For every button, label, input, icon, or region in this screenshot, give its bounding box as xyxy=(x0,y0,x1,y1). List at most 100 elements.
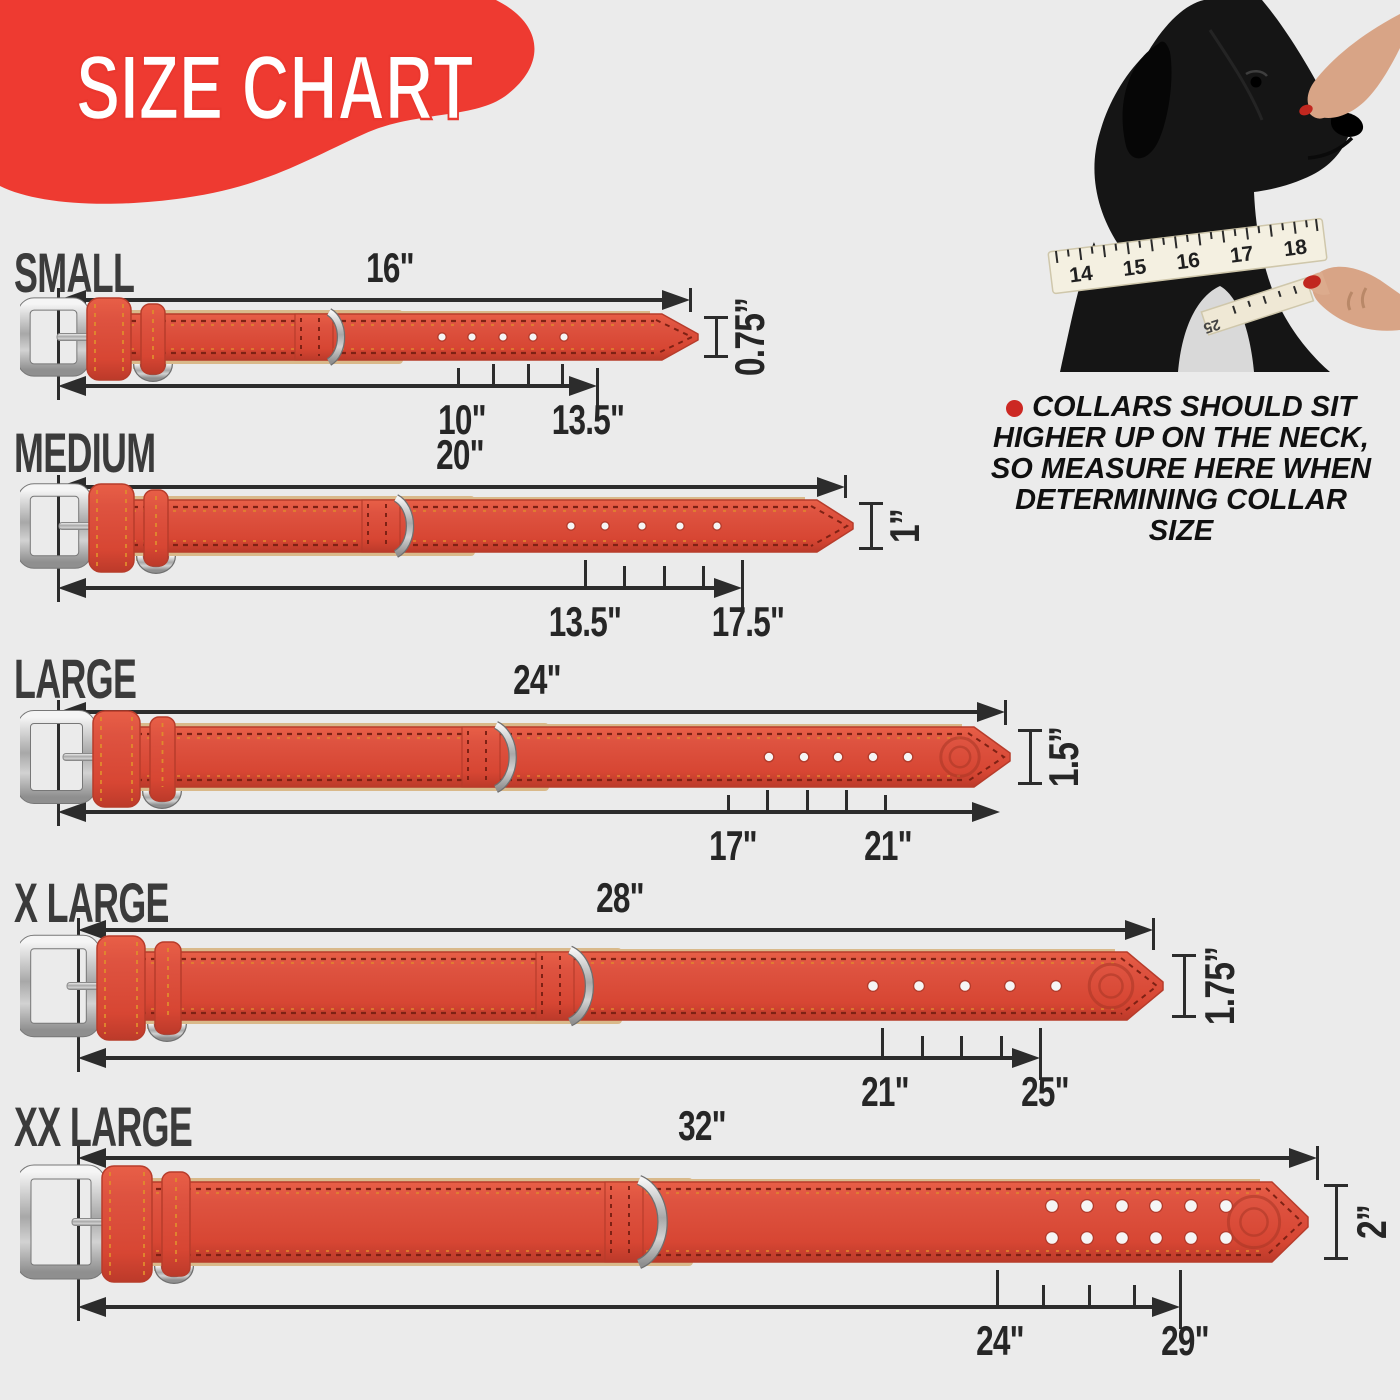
strap-width-label-small: 0.75” xyxy=(726,297,773,377)
adjust-max-label-x-large: 25" xyxy=(1021,1068,1069,1115)
dog-eye xyxy=(1250,76,1262,88)
tape-number: 17 xyxy=(1229,242,1255,268)
total-length-label-xx-large: 32" xyxy=(678,1102,726,1149)
adjust-max-label-large: 21" xyxy=(864,822,912,869)
note-line: SIZE xyxy=(1148,515,1214,548)
note-line: DETERMINING COLLAR xyxy=(1015,484,1347,517)
adjust-max-tick-xx-large xyxy=(1179,1270,1182,1329)
minor-tick xyxy=(845,790,848,810)
adjustment-holes xyxy=(866,979,1063,993)
tape-number: 14 xyxy=(1068,262,1094,288)
measurement-note: COLLARS SHOULD SIT HIGHER UP ON THE NECK… xyxy=(966,391,1396,548)
tape-number: 16 xyxy=(1175,249,1201,275)
adjust-min-tick-medium xyxy=(584,560,587,586)
collar-svg-small xyxy=(17,297,699,382)
strap-width-label-xx-large: 2” xyxy=(1348,1205,1395,1239)
strap-width-label-x-large: 1.75” xyxy=(1196,946,1243,1026)
center-d-ring xyxy=(604,1175,668,1269)
dim-extent-line-right-large xyxy=(1004,700,1007,725)
arrowhead-right-icon xyxy=(1289,1148,1317,1168)
buckle-wrap xyxy=(92,710,141,808)
minor-tick xyxy=(527,364,530,384)
minor-tick xyxy=(623,566,626,586)
adjust-max-tick-large xyxy=(884,795,887,810)
width-measure-cap xyxy=(1324,1257,1348,1260)
collar-svg-xx-large xyxy=(16,1164,1309,1284)
arrowhead-right-icon xyxy=(1125,920,1153,940)
total-length-label-large: 24" xyxy=(513,656,561,703)
tape-tail: 25 xyxy=(1200,277,1315,337)
size-label-medium: MEDIUM xyxy=(14,421,156,484)
width-measure-line-medium xyxy=(870,504,873,548)
width-measure-cap xyxy=(859,502,883,505)
collar-svg-large xyxy=(17,710,1011,809)
arrowhead-right-icon xyxy=(972,802,1000,822)
adjust-min-tick-large xyxy=(727,795,730,810)
arrowhead-left-icon xyxy=(58,376,86,396)
total-length-arrow-large xyxy=(82,710,981,714)
embossed-logo xyxy=(1226,1194,1282,1250)
minor-tick xyxy=(663,566,666,586)
arrowhead-right-icon xyxy=(1152,1297,1180,1317)
dim-extent-line-right-x-large xyxy=(1152,918,1155,950)
collar-illustration-large xyxy=(17,709,1020,820)
total-length-label-small: 16" xyxy=(366,244,414,291)
adjust-max-label-medium: 17.5" xyxy=(711,598,785,645)
arrowhead-right-icon xyxy=(1012,1048,1040,1068)
minor-tick xyxy=(960,1036,963,1056)
adjust-min-label-xx-large: 24" xyxy=(976,1317,1024,1364)
dim-extent-line-left-x-large xyxy=(77,918,80,1072)
width-measure-line-small xyxy=(715,318,718,356)
buckle xyxy=(16,934,120,1038)
adjust-range-arrow-xx-large xyxy=(102,1305,1156,1309)
arrowhead-left-icon xyxy=(78,1048,106,1068)
collar-illustration-xx-large xyxy=(16,1164,1318,1295)
collar-svg-medium xyxy=(17,483,854,574)
width-measure-cap xyxy=(1172,954,1196,957)
strap-width-label-large: 1.5” xyxy=(1040,726,1087,788)
adjust-range-arrow-x-large xyxy=(102,1056,1016,1060)
minor-tick xyxy=(1088,1285,1091,1305)
upper-arm xyxy=(1307,14,1400,119)
size-label-large: LARGE xyxy=(14,647,137,710)
width-measure-cap xyxy=(1018,782,1042,785)
width-measure-cap xyxy=(1324,1184,1348,1187)
size-label-small: SMALL xyxy=(14,241,135,304)
width-measure-cap xyxy=(704,355,728,358)
measuring-tape: 14 15 16 17 18 xyxy=(1047,217,1328,295)
keeper-loop xyxy=(161,1171,191,1277)
arrowhead-right-icon xyxy=(662,290,690,310)
arrowhead-right-icon xyxy=(569,376,597,396)
adjust-min-label-medium: 13.5" xyxy=(548,598,622,645)
adjust-range-arrow-large xyxy=(82,810,976,814)
note-line: SO MEASURE HERE WHEN xyxy=(990,453,1372,486)
collar-illustration-x-large xyxy=(16,934,1173,1053)
note-line: COLLARS SHOULD SIT xyxy=(966,391,1396,423)
adjust-min-label-x-large: 21" xyxy=(861,1068,909,1115)
center-d-ring xyxy=(461,721,517,793)
adjust-min-tick-xx-large xyxy=(996,1270,999,1305)
total-length-label-x-large: 28" xyxy=(596,874,644,921)
arrowhead-left-icon xyxy=(58,802,86,822)
adjust-range-arrow-medium xyxy=(82,586,718,590)
dog-ear xyxy=(1122,41,1172,159)
size-label-xx-large: XX LARGE xyxy=(14,1095,193,1158)
note-line: HIGHER UP ON THE NECK, xyxy=(993,422,1369,455)
arrowhead-right-icon xyxy=(714,578,742,598)
dim-extent-line-left-small xyxy=(57,288,60,400)
dog-nose xyxy=(1330,112,1364,137)
width-measure-cap xyxy=(859,547,883,550)
page-title: SIZE CHART xyxy=(75,36,474,141)
keeper-loop xyxy=(143,489,169,567)
minor-tick xyxy=(1042,1285,1045,1305)
dim-extent-line-right-xx-large xyxy=(1316,1146,1319,1180)
width-measure-cap xyxy=(704,316,728,319)
adjustment-holes xyxy=(763,751,914,763)
title-blob xyxy=(0,0,535,204)
arrowhead-left-icon xyxy=(78,1297,106,1317)
minor-tick xyxy=(492,364,495,384)
total-length-label-medium: 20" xyxy=(436,431,484,478)
adjust-range-arrow-small xyxy=(82,384,573,388)
width-measure-line-xx-large xyxy=(1335,1186,1338,1258)
thumb-nail xyxy=(1303,275,1321,289)
